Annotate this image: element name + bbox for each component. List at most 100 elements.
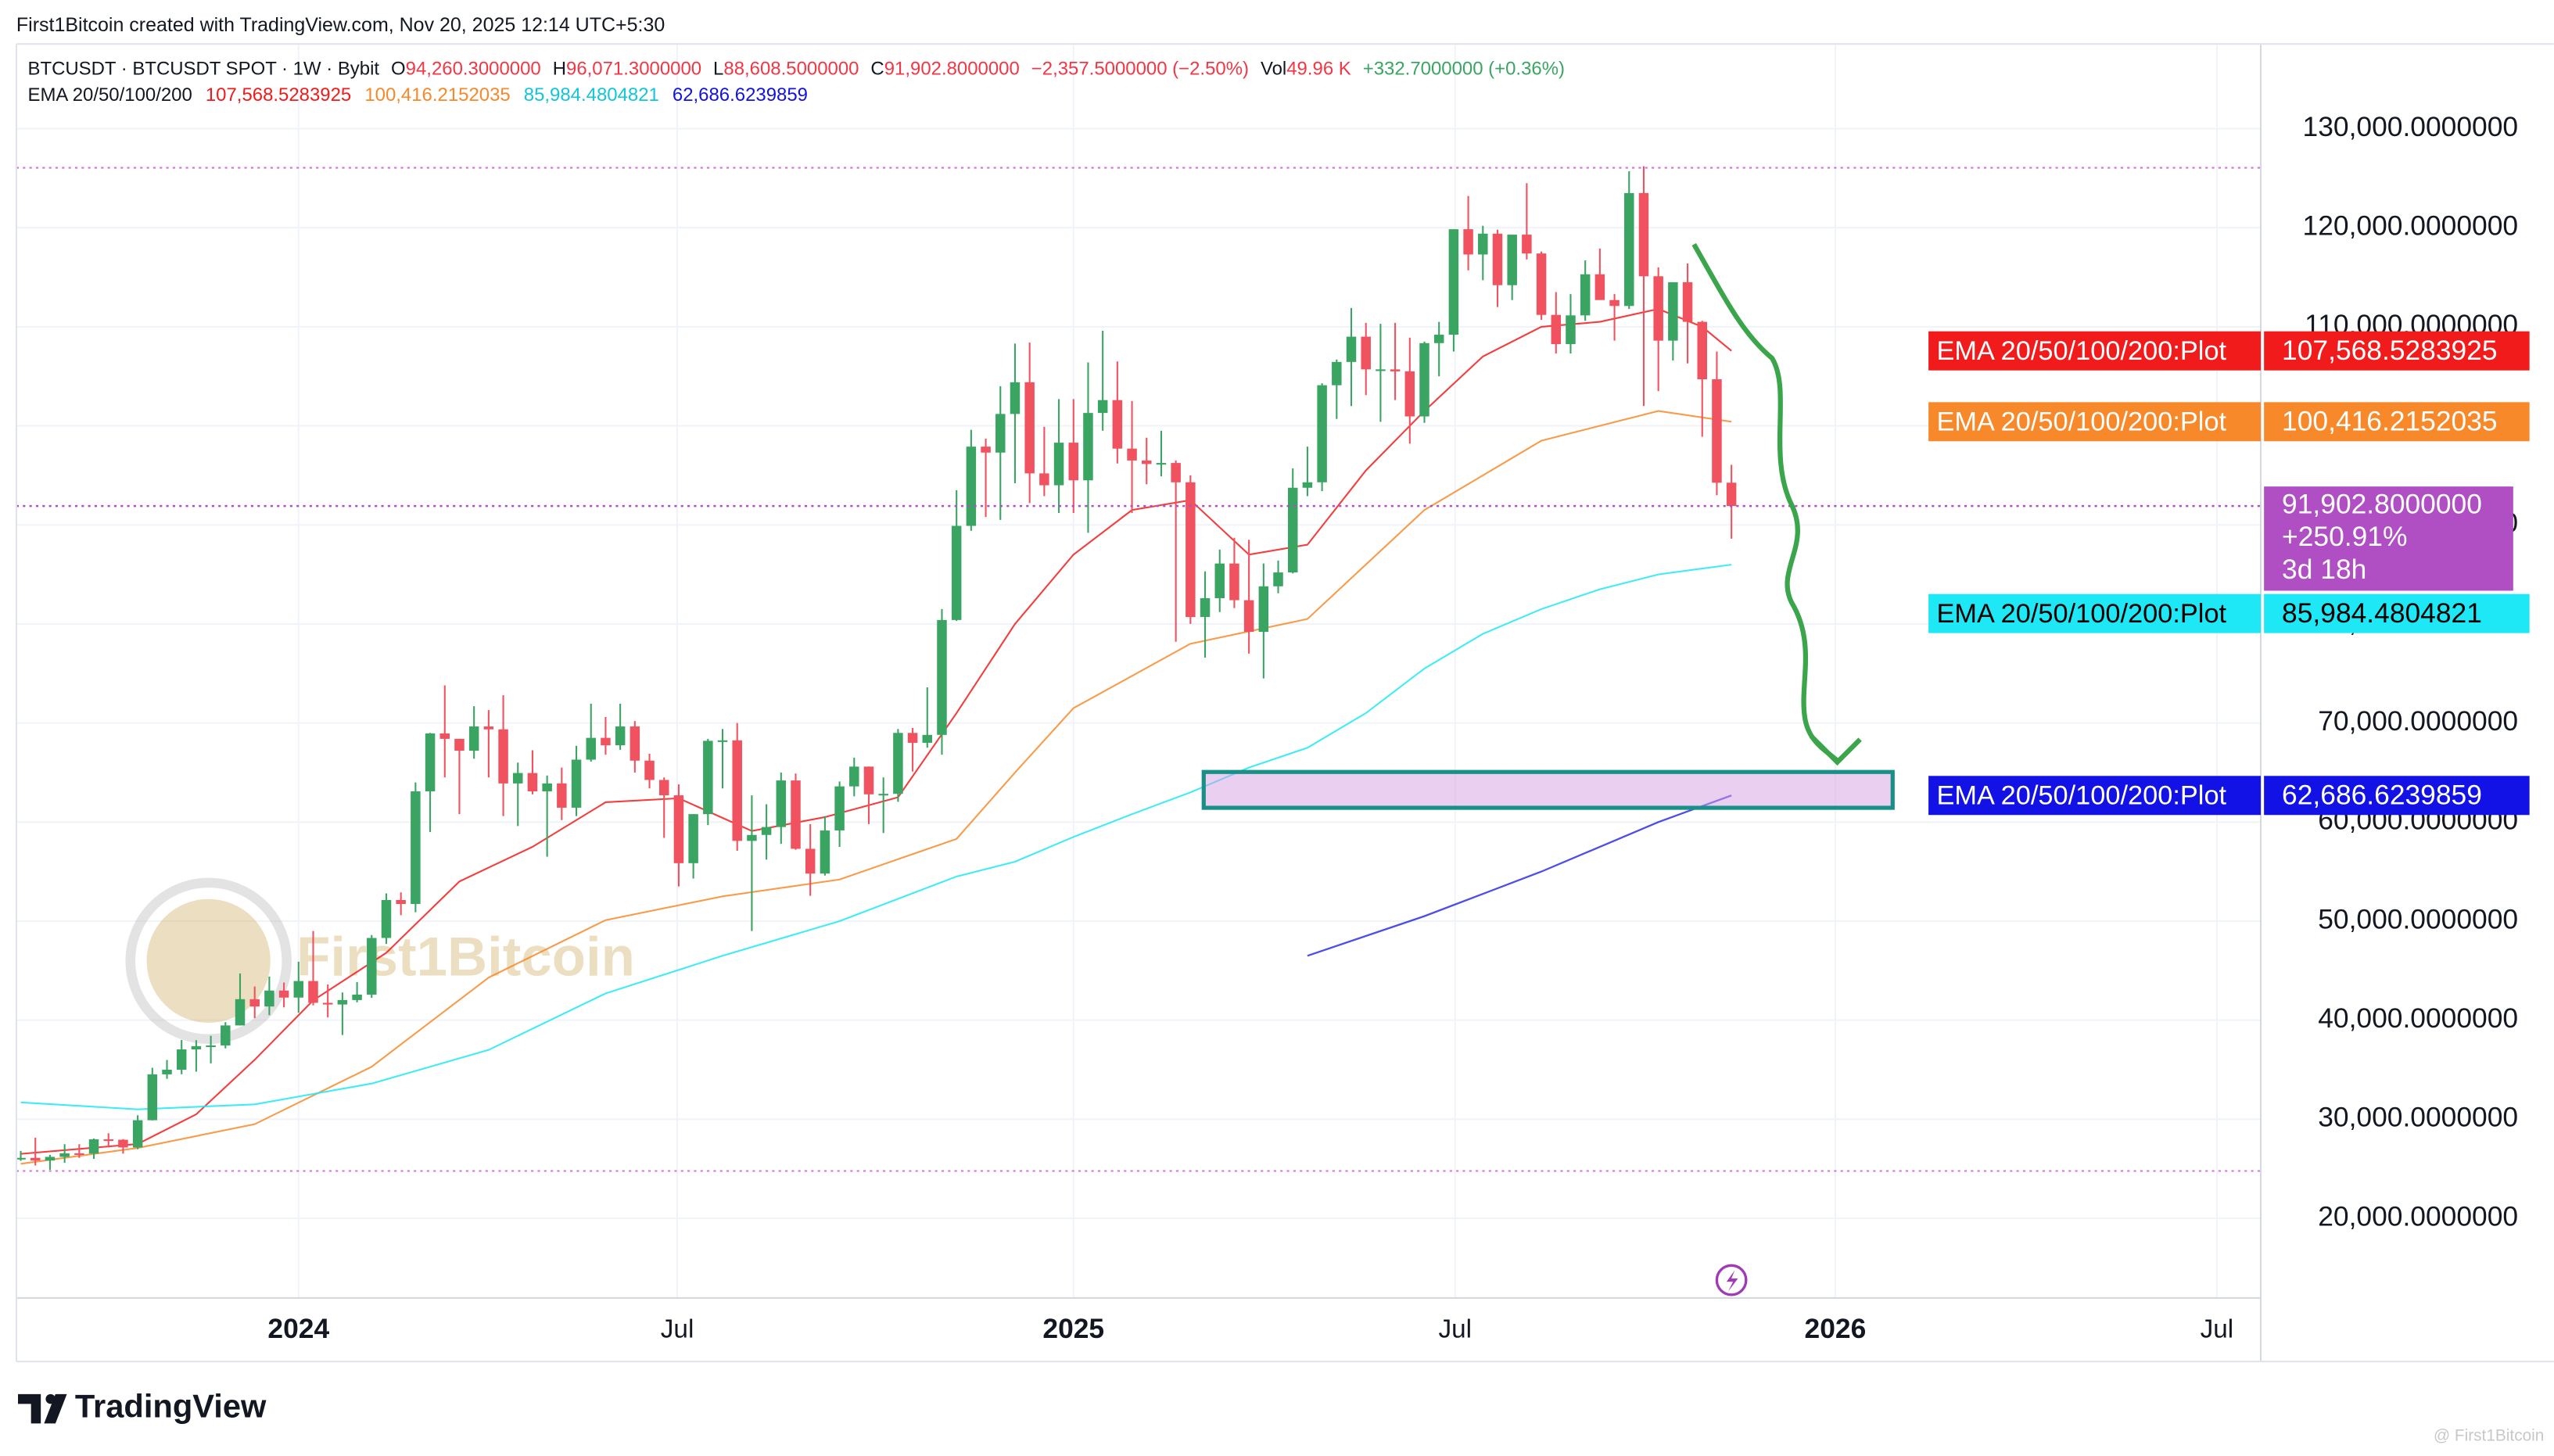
candle-body (147, 1074, 158, 1121)
watermark: First1Bitcoin (125, 877, 635, 1045)
grid (16, 44, 2261, 1298)
candle-body (1492, 233, 1503, 285)
candle-body (703, 741, 713, 815)
candle-body (557, 783, 567, 808)
candle-body (1536, 253, 1547, 315)
ema-name-box (1928, 594, 2261, 633)
candle-body (454, 738, 465, 751)
ema-value-box (2264, 594, 2530, 633)
brand-dot (45, 1393, 56, 1404)
plot (16, 166, 2261, 1170)
candle-body (439, 733, 450, 739)
candle-body (103, 1139, 113, 1142)
x-tick-label: 2025 (1042, 1313, 1104, 1344)
ema-name: EMA 20/50/100/200:Plot (1937, 407, 2227, 436)
candle-body (791, 780, 801, 849)
ema-value: 85,984.4804821 (524, 84, 659, 106)
candle-body (893, 733, 903, 794)
ema-name: EMA 20/50/100/200:Plot (1937, 336, 2227, 366)
candle-body (45, 1157, 56, 1161)
candle-body (1097, 400, 1108, 414)
candle-body (264, 990, 274, 1007)
candle-body (1039, 473, 1049, 486)
symbol: BTCUSDT · BTCUSDT SPOT · 1W · Bybit (28, 59, 380, 80)
candle-body (308, 981, 318, 1003)
last-change-label: +250.91% (2282, 521, 2407, 552)
ohlc-key: L (713, 59, 723, 80)
candle-body (1580, 274, 1591, 316)
ema-value: 107,568.5283925 (2282, 335, 2498, 366)
candle-body (761, 827, 772, 835)
ohlc-value: 91,902.8000000 (884, 59, 1020, 80)
ohlc-key: O (391, 59, 406, 80)
candle-body (937, 619, 947, 735)
candle-body (1638, 192, 1649, 277)
candle-body (1332, 361, 1342, 386)
last-price-box (2264, 486, 2513, 591)
event-icon[interactable] (1715, 1264, 1748, 1296)
candle-body (30, 1157, 41, 1161)
candle-body (249, 999, 260, 1007)
ema-line (1307, 794, 1732, 957)
ema-value: 100,416.2152035 (2282, 406, 2498, 437)
x-tick-label: 2026 (1805, 1313, 1867, 1344)
candle-body (1214, 563, 1225, 598)
candle-body (381, 899, 392, 938)
candle-body (995, 414, 1006, 453)
candle-body (425, 733, 436, 792)
candle-body (805, 848, 816, 874)
candle-body (235, 999, 246, 1026)
candle-body (966, 446, 977, 526)
candle-body (221, 1025, 231, 1045)
candle-body (1566, 315, 1576, 345)
x-tick-label: Jul (661, 1314, 694, 1343)
candle-body (118, 1139, 128, 1148)
candle-body (849, 766, 859, 787)
candle-body (981, 446, 991, 453)
x-tick-label: Jul (2201, 1314, 2234, 1343)
vol-key: Vol (1261, 59, 1286, 80)
candle-body (1682, 282, 1693, 322)
y-tick-label: 20,000.0000000 (2318, 1200, 2518, 1232)
candle-body (1624, 192, 1634, 307)
ema-name: EMA 20/50/100/200:Plot (1937, 780, 2227, 810)
ema-line (20, 410, 1732, 1165)
candle-body (527, 773, 538, 792)
candle-body (513, 773, 523, 784)
candle-body (1243, 600, 1254, 633)
candle-body (1478, 233, 1488, 255)
candle-body (1141, 460, 1152, 464)
event-bolt (1726, 1270, 1738, 1292)
candle-body (1083, 413, 1093, 481)
candle-body (1171, 463, 1181, 482)
candle-body (1712, 379, 1722, 483)
candle-body (1053, 443, 1064, 486)
price-labels: 91,902.8000000+250.91%3d 18h EMA 20/50/10… (1928, 331, 2530, 816)
candle-body (176, 1049, 187, 1070)
candle-body (1594, 274, 1605, 300)
candle-body (1302, 482, 1313, 488)
candle-body (776, 780, 787, 827)
candle-body (1273, 572, 1283, 586)
candle-body (1653, 276, 1663, 341)
candle-body (878, 794, 888, 796)
indicator: EMA 20/50/100/200 (28, 84, 192, 106)
candle-body (1068, 443, 1079, 481)
candle-body (206, 1045, 216, 1048)
last-price-label: 91,902.8000000 (2282, 488, 2482, 519)
candle-body (191, 1045, 202, 1050)
ema-line (20, 564, 1732, 1110)
vol: 49.96 K (1286, 59, 1351, 80)
ema-name-box (1928, 776, 2261, 816)
candle-body (74, 1153, 84, 1155)
candle-body (396, 899, 406, 905)
candle-body (951, 525, 962, 620)
candle-body (367, 938, 377, 995)
candle-body (411, 791, 421, 905)
ohlc-key: H (553, 59, 566, 80)
candle-body (747, 834, 757, 841)
target-zone (1201, 769, 1895, 810)
candle-body (1156, 463, 1167, 465)
x-tick-label: 2024 (267, 1313, 329, 1344)
